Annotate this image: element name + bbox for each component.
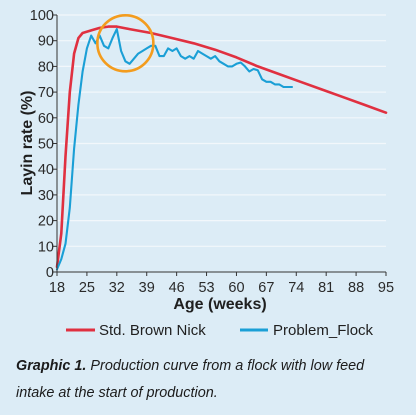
y-tick-label: 80: [38, 59, 54, 75]
caption-label: Graphic 1.: [16, 357, 87, 374]
x-tick-label: 74: [288, 280, 304, 296]
caption-text: Production curve from a flock with low f…: [16, 357, 365, 401]
figure-caption: Graphic 1. Production curve from a flock…: [16, 352, 390, 406]
x-axis-ticks: 18 25 32 39 46 53 60 67 74 81 88 95: [49, 272, 394, 296]
y-tick-label: 60: [38, 111, 54, 127]
x-axis-label: Age (weeks): [173, 296, 266, 313]
y-tick-label: 30: [38, 188, 54, 204]
y-tick-label: 10: [38, 239, 54, 255]
x-tick-label: 95: [378, 280, 394, 296]
x-tick-label: 60: [228, 280, 244, 296]
y-axis-label: Layin rate (%): [19, 91, 36, 196]
x-tick-label: 39: [139, 280, 155, 296]
y-tick-label: 50: [38, 137, 54, 153]
y-tick-label: 70: [38, 85, 54, 101]
x-tick-label: 25: [79, 280, 95, 296]
x-tick-label: 53: [198, 280, 214, 296]
x-tick-label: 81: [318, 280, 334, 296]
y-tick-label: 90: [38, 34, 54, 50]
grid-lines: [57, 14, 386, 247]
series-layer: [55, 13, 388, 271]
y-tick-label: 40: [38, 162, 54, 178]
x-tick-label: 67: [258, 280, 274, 296]
highlight-circle: [96, 13, 155, 73]
x-tick-label: 46: [169, 280, 185, 296]
y-tick-label: 20: [38, 214, 54, 230]
y-axis-ticks: 0 10 20 30 40 50 60 70 80 90 100: [30, 8, 57, 281]
legend-label-problem: Problem_Flock: [273, 322, 374, 339]
series-line-std-brown-nick: [55, 25, 388, 269]
legend-label-std: Std. Brown Nick: [99, 322, 206, 339]
x-tick-label: 88: [348, 280, 364, 296]
y-tick-label: 0: [46, 265, 54, 281]
y-tick-label: 100: [30, 8, 54, 24]
x-tick-label: 32: [109, 280, 125, 296]
legend: Std. Brown Nick Problem_Flock: [66, 322, 374, 339]
x-tick-label: 18: [49, 280, 65, 296]
